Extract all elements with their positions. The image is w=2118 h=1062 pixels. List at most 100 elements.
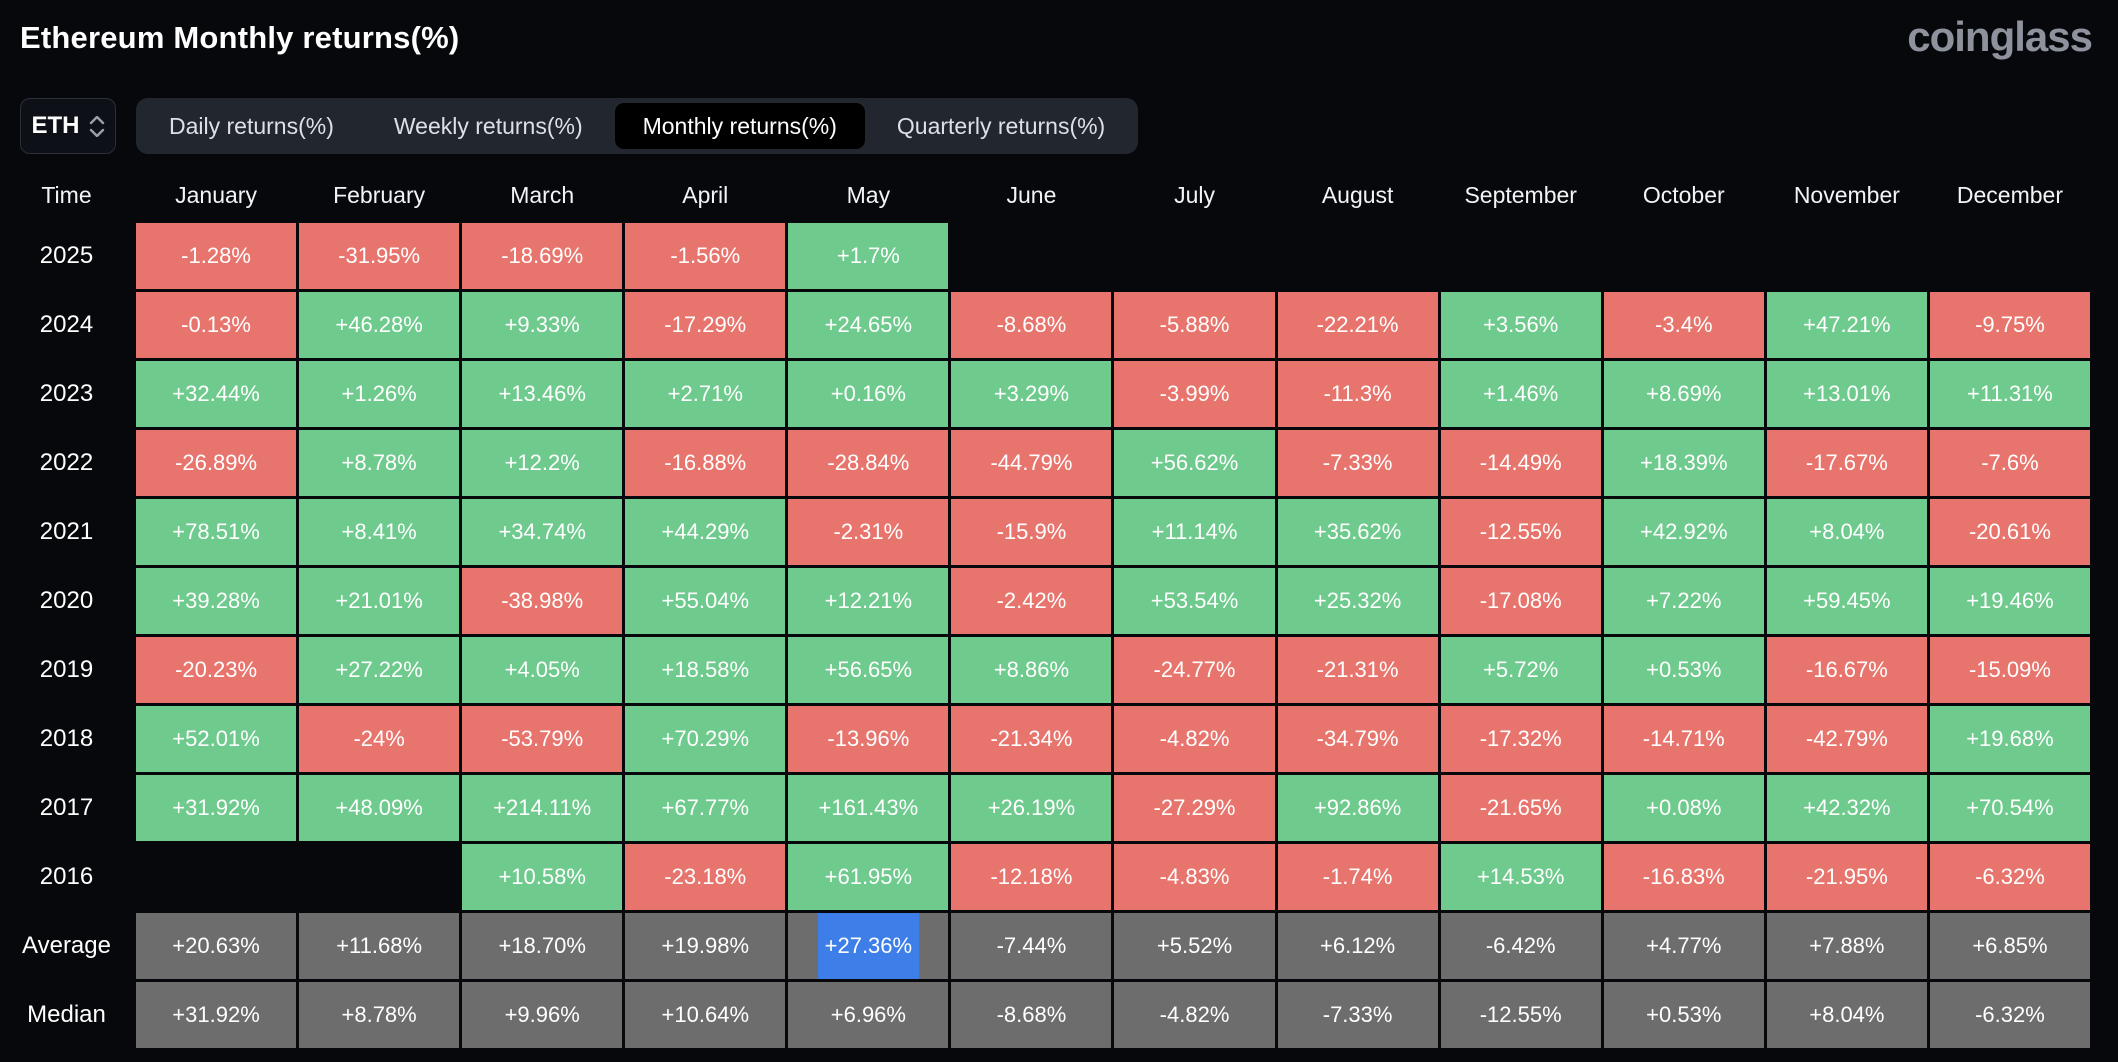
- cell-2024-june[interactable]: -8.68%: [951, 292, 1112, 358]
- cell-2025-march[interactable]: -18.69%: [462, 223, 623, 289]
- cell-2024-january[interactable]: -0.13%: [136, 292, 297, 358]
- cell-2022-april[interactable]: -16.88%: [625, 430, 786, 496]
- cell-2022-june[interactable]: -44.79%: [951, 430, 1112, 496]
- cell-2020-november[interactable]: +59.45%: [1766, 568, 1927, 634]
- cell-2017-march[interactable]: +214.11%: [462, 775, 623, 841]
- cell-average-september[interactable]: -6.42%: [1440, 913, 1601, 979]
- cell-2017-may[interactable]: +161.43%: [788, 775, 949, 841]
- cell-2023-august[interactable]: -11.3%: [1277, 361, 1438, 427]
- cell-average-june[interactable]: -7.44%: [951, 913, 1112, 979]
- cell-2020-january[interactable]: +39.28%: [136, 568, 297, 634]
- cell-2024-may[interactable]: +24.65%: [788, 292, 949, 358]
- cell-2018-december[interactable]: +19.68%: [1929, 706, 2090, 772]
- cell-2022-march[interactable]: +12.2%: [462, 430, 623, 496]
- cell-2018-june[interactable]: -21.34%: [951, 706, 1112, 772]
- cell-2020-june[interactable]: -2.42%: [951, 568, 1112, 634]
- cell-median-july[interactable]: -4.82%: [1114, 982, 1275, 1048]
- cell-2021-july[interactable]: +11.14%: [1114, 499, 1275, 565]
- cell-median-december[interactable]: -6.32%: [1929, 982, 2090, 1048]
- cell-2017-july[interactable]: -27.29%: [1114, 775, 1275, 841]
- cell-2021-august[interactable]: +35.62%: [1277, 499, 1438, 565]
- cell-2019-april[interactable]: +18.58%: [625, 637, 786, 703]
- cell-2021-december[interactable]: -20.61%: [1929, 499, 2090, 565]
- cell-median-march[interactable]: +9.96%: [462, 982, 623, 1048]
- cell-2020-february[interactable]: +21.01%: [299, 568, 460, 634]
- cell-2025-may[interactable]: +1.7%: [788, 223, 949, 289]
- cell-2016-march[interactable]: +10.58%: [462, 844, 623, 910]
- cell-2024-april[interactable]: -17.29%: [625, 292, 786, 358]
- cell-2024-december[interactable]: -9.75%: [1929, 292, 2090, 358]
- cell-2025-february[interactable]: -31.95%: [299, 223, 460, 289]
- cell-2019-january[interactable]: -20.23%: [136, 637, 297, 703]
- cell-median-august[interactable]: -7.33%: [1277, 982, 1438, 1048]
- cell-2019-december[interactable]: -15.09%: [1929, 637, 2090, 703]
- cell-2017-november[interactable]: +42.32%: [1766, 775, 1927, 841]
- cell-average-november[interactable]: +7.88%: [1766, 913, 1927, 979]
- cell-2021-january[interactable]: +78.51%: [136, 499, 297, 565]
- cell-average-february[interactable]: +11.68%: [299, 913, 460, 979]
- cell-2024-november[interactable]: +47.21%: [1766, 292, 1927, 358]
- tab-quarterly-returns[interactable]: Quarterly returns(%): [869, 103, 1133, 149]
- cell-2024-september[interactable]: +3.56%: [1440, 292, 1601, 358]
- cell-2024-october[interactable]: -3.4%: [1603, 292, 1764, 358]
- cell-2017-april[interactable]: +67.77%: [625, 775, 786, 841]
- cell-2019-march[interactable]: +4.05%: [462, 637, 623, 703]
- cell-2021-may[interactable]: -2.31%: [788, 499, 949, 565]
- cell-2017-february[interactable]: +48.09%: [299, 775, 460, 841]
- cell-2020-may[interactable]: +12.21%: [788, 568, 949, 634]
- cell-2023-december[interactable]: +11.31%: [1929, 361, 2090, 427]
- cell-2018-july[interactable]: -4.82%: [1114, 706, 1275, 772]
- cell-2018-january[interactable]: +52.01%: [136, 706, 297, 772]
- cell-2024-february[interactable]: +46.28%: [299, 292, 460, 358]
- cell-2018-october[interactable]: -14.71%: [1603, 706, 1764, 772]
- cell-2020-august[interactable]: +25.32%: [1277, 568, 1438, 634]
- cell-2016-august[interactable]: -1.74%: [1277, 844, 1438, 910]
- cell-average-may[interactable]: +27.36%: [788, 913, 949, 979]
- cell-2018-april[interactable]: +70.29%: [625, 706, 786, 772]
- cell-2020-march[interactable]: -38.98%: [462, 568, 623, 634]
- cell-2016-july[interactable]: -4.83%: [1114, 844, 1275, 910]
- cell-2016-april[interactable]: -23.18%: [625, 844, 786, 910]
- cell-2019-july[interactable]: -24.77%: [1114, 637, 1275, 703]
- cell-median-june[interactable]: -8.68%: [951, 982, 1112, 1048]
- tab-monthly-returns[interactable]: Monthly returns(%): [614, 103, 865, 149]
- cell-2025-april[interactable]: -1.56%: [625, 223, 786, 289]
- cell-2020-october[interactable]: +7.22%: [1603, 568, 1764, 634]
- cell-2021-november[interactable]: +8.04%: [1766, 499, 1927, 565]
- cell-2022-september[interactable]: -14.49%: [1440, 430, 1601, 496]
- cell-2018-may[interactable]: -13.96%: [788, 706, 949, 772]
- cell-2022-february[interactable]: +8.78%: [299, 430, 460, 496]
- cell-2023-july[interactable]: -3.99%: [1114, 361, 1275, 427]
- cell-median-november[interactable]: +8.04%: [1766, 982, 1927, 1048]
- cell-2023-january[interactable]: +32.44%: [136, 361, 297, 427]
- cell-2022-may[interactable]: -28.84%: [788, 430, 949, 496]
- cell-2019-may[interactable]: +56.65%: [788, 637, 949, 703]
- cell-2017-august[interactable]: +92.86%: [1277, 775, 1438, 841]
- cell-2023-february[interactable]: +1.26%: [299, 361, 460, 427]
- cell-2023-september[interactable]: +1.46%: [1440, 361, 1601, 427]
- cell-2018-november[interactable]: -42.79%: [1766, 706, 1927, 772]
- cell-2024-march[interactable]: +9.33%: [462, 292, 623, 358]
- cell-2021-march[interactable]: +34.74%: [462, 499, 623, 565]
- cell-2016-november[interactable]: -21.95%: [1766, 844, 1927, 910]
- cell-2018-september[interactable]: -17.32%: [1440, 706, 1601, 772]
- cell-2021-october[interactable]: +42.92%: [1603, 499, 1764, 565]
- cell-2019-august[interactable]: -21.31%: [1277, 637, 1438, 703]
- cell-2022-december[interactable]: -7.6%: [1929, 430, 2090, 496]
- cell-2023-november[interactable]: +13.01%: [1766, 361, 1927, 427]
- cell-2023-march[interactable]: +13.46%: [462, 361, 623, 427]
- cell-average-december[interactable]: +6.85%: [1929, 913, 2090, 979]
- cell-2020-april[interactable]: +55.04%: [625, 568, 786, 634]
- cell-average-august[interactable]: +6.12%: [1277, 913, 1438, 979]
- cell-2021-june[interactable]: -15.9%: [951, 499, 1112, 565]
- cell-2021-april[interactable]: +44.29%: [625, 499, 786, 565]
- cell-2022-january[interactable]: -26.89%: [136, 430, 297, 496]
- cell-2021-february[interactable]: +8.41%: [299, 499, 460, 565]
- cell-2020-july[interactable]: +53.54%: [1114, 568, 1275, 634]
- cell-2017-january[interactable]: +31.92%: [136, 775, 297, 841]
- cell-average-october[interactable]: +4.77%: [1603, 913, 1764, 979]
- cell-2016-december[interactable]: -6.32%: [1929, 844, 2090, 910]
- cell-2019-june[interactable]: +8.86%: [951, 637, 1112, 703]
- cell-average-march[interactable]: +18.70%: [462, 913, 623, 979]
- cell-2016-may[interactable]: +61.95%: [788, 844, 949, 910]
